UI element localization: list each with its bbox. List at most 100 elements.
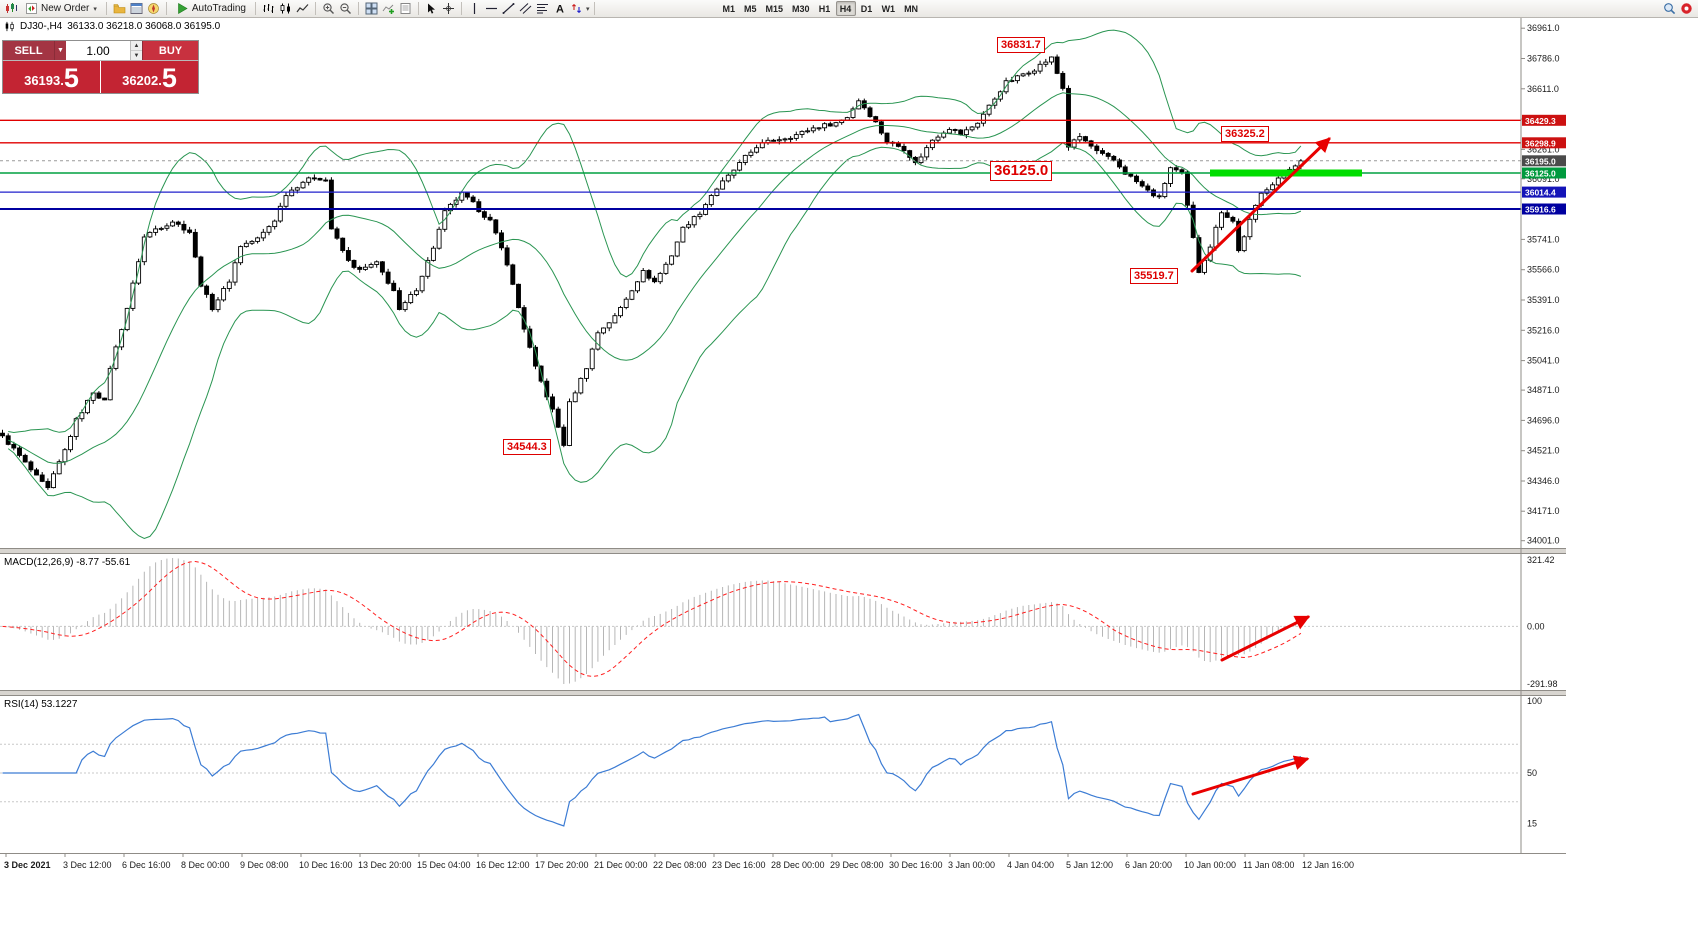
objects-caret-icon[interactable]: ▾: [585, 5, 590, 13]
price-callout[interactable]: 36831.7: [997, 37, 1045, 53]
support-zone-highlight[interactable]: [1210, 169, 1362, 177]
new-order-label: New Order: [41, 3, 90, 14]
templates-icon[interactable]: [397, 1, 414, 17]
autotrading-button[interactable]: AutoTrading: [171, 1, 251, 17]
timeframe-d1[interactable]: D1: [860, 3, 873, 14]
timeframe-m15[interactable]: M15: [765, 3, 784, 14]
horizontal-level-lines[interactable]: [0, 119, 1521, 210]
timeframe-mn[interactable]: MN: [904, 3, 919, 14]
svg-text:11 Jan 08:00: 11 Jan 08:00: [1243, 860, 1294, 870]
new-order-caret-icon: ▾: [93, 5, 97, 13]
market-watch-icon[interactable]: [128, 1, 145, 17]
svg-text:36961.0: 36961.0: [1527, 23, 1560, 33]
svg-text:22 Dec 08:00: 22 Dec 08:00: [653, 860, 707, 870]
macd-panel: [0, 558, 1521, 684]
volume-up-icon[interactable]: ▲: [131, 41, 142, 51]
fibonacci-icon[interactable]: [534, 1, 551, 17]
svg-text:35916.6: 35916.6: [1525, 205, 1556, 215]
svg-text:35566.0: 35566.0: [1527, 265, 1560, 275]
svg-text:35216.0: 35216.0: [1527, 325, 1560, 335]
volume-input[interactable]: [66, 41, 130, 60]
volume-stepper: ▲ ▼: [130, 41, 142, 60]
trend-arrow: [1220, 615, 1311, 662]
price-tags: 36429.3 36298.9 36195.0 36125.0 36014.4 35916…: [1522, 114, 1566, 215]
price-callout[interactable]: 36125.0: [990, 161, 1053, 181]
svg-text:5 Jan 12:00: 5 Jan 12:00: [1066, 860, 1113, 870]
sell-button[interactable]: SELL: [3, 41, 54, 60]
svg-text:9 Dec 08:00: 9 Dec 08:00: [240, 860, 289, 870]
svg-text:23 Dec 16:00: 23 Dec 16:00: [712, 860, 766, 870]
timeframe-m1[interactable]: M1: [722, 3, 736, 14]
svg-text:8 Dec 00:00: 8 Dec 00:00: [181, 860, 230, 870]
search-icon[interactable]: [1661, 1, 1678, 17]
indicators-icon[interactable]: [380, 1, 397, 17]
timeframe-m5[interactable]: M5: [744, 3, 757, 14]
community-icon[interactable]: [1678, 1, 1695, 17]
sell-options-caret-icon[interactable]: ▼: [54, 41, 66, 60]
tile-windows-icon[interactable]: [363, 1, 380, 17]
price-tag: [1522, 167, 1566, 179]
price-callout[interactable]: 34544.3: [503, 439, 551, 455]
toolbar-separator: [593, 2, 595, 15]
price-tag: [1522, 114, 1566, 126]
trend-arrows[interactable]: [1190, 137, 1331, 796]
price-axis: 36961.036786.036611.036436.036261.036091…: [1521, 23, 1560, 546]
buy-price-box[interactable]: 36202. 5: [101, 61, 198, 93]
trend-arrow: [1190, 137, 1331, 273]
one-click-trading-panel: SELL ▼ ▲ ▼ BUY 36193.5 36202.5: [2, 40, 199, 94]
cursor-icon[interactable]: [423, 1, 440, 17]
svg-text:6 Dec 16:00: 6 Dec 16:00: [122, 860, 171, 870]
channel-icon[interactable]: [517, 1, 534, 17]
chart-line-icon[interactable]: [294, 1, 311, 17]
toolbar-separator: [314, 2, 316, 15]
timeframe-h4[interactable]: H4: [835, 1, 856, 16]
svg-text:36261.0: 36261.0: [1527, 144, 1560, 154]
svg-text:34871.0: 34871.0: [1527, 385, 1560, 395]
toolbar-separator: [105, 2, 107, 15]
trendline-icon[interactable]: [500, 1, 517, 17]
horizontal-line-icon[interactable]: [483, 1, 500, 17]
price-callout[interactable]: 36325.2: [1221, 126, 1269, 142]
volume-down-icon[interactable]: ▼: [131, 51, 142, 60]
svg-text:36195.0: 36195.0: [1525, 156, 1556, 166]
chart-window-icon[interactable]: [3, 1, 20, 17]
zoom-in-icon[interactable]: [320, 1, 337, 17]
svg-text:36786.0: 36786.0: [1527, 54, 1560, 64]
rsi-line: [2, 713, 1302, 827]
sell-price-box[interactable]: 36193. 5: [3, 61, 100, 93]
timeframe-h1[interactable]: H1: [818, 3, 831, 14]
price-tag: [1522, 203, 1566, 215]
svg-text:321.42: 321.42: [1527, 555, 1555, 565]
new-order-button[interactable]: New Order ▾: [20, 1, 102, 17]
buy-price: 36202.: [122, 73, 162, 88]
text-icon[interactable]: A: [551, 1, 568, 17]
symbol-icon: [5, 21, 14, 32]
panel-splitters[interactable]: [0, 18, 1566, 854]
macd-title: MACD(12,26,9) -8.77 -55.61: [4, 557, 131, 568]
price-callout[interactable]: 35519.7: [1130, 268, 1178, 284]
timeframe-w1[interactable]: W1: [881, 3, 896, 14]
panel-splitter: [0, 548, 1566, 554]
sell-price-big-digit: 5: [63, 63, 79, 93]
macd-histogram: [7, 558, 1302, 684]
zoom-out-icon[interactable]: [337, 1, 354, 17]
svg-text:50: 50: [1527, 768, 1537, 778]
buy-button[interactable]: BUY: [142, 41, 198, 60]
arrow-objects-icon[interactable]: [568, 1, 585, 17]
svg-text:15 Dec 04:00: 15 Dec 04:00: [417, 860, 471, 870]
autotrading-label: AutoTrading: [191, 3, 246, 14]
chart-candles-icon[interactable]: [277, 1, 294, 17]
svg-text:36429.3: 36429.3: [1525, 116, 1556, 126]
crosshair-icon[interactable]: [440, 1, 457, 17]
vertical-line-icon[interactable]: [466, 1, 483, 17]
price-tag: [1522, 137, 1566, 149]
timeframe-m30[interactable]: M30: [792, 3, 810, 14]
chart-bars-icon[interactable]: [260, 1, 277, 17]
navigator-icon[interactable]: [145, 1, 162, 17]
rsi-panel: [0, 713, 1521, 827]
sell-price: 36193.: [24, 73, 64, 88]
svg-text:36091.0: 36091.0: [1527, 174, 1560, 184]
profiles-icon[interactable]: [111, 1, 128, 17]
